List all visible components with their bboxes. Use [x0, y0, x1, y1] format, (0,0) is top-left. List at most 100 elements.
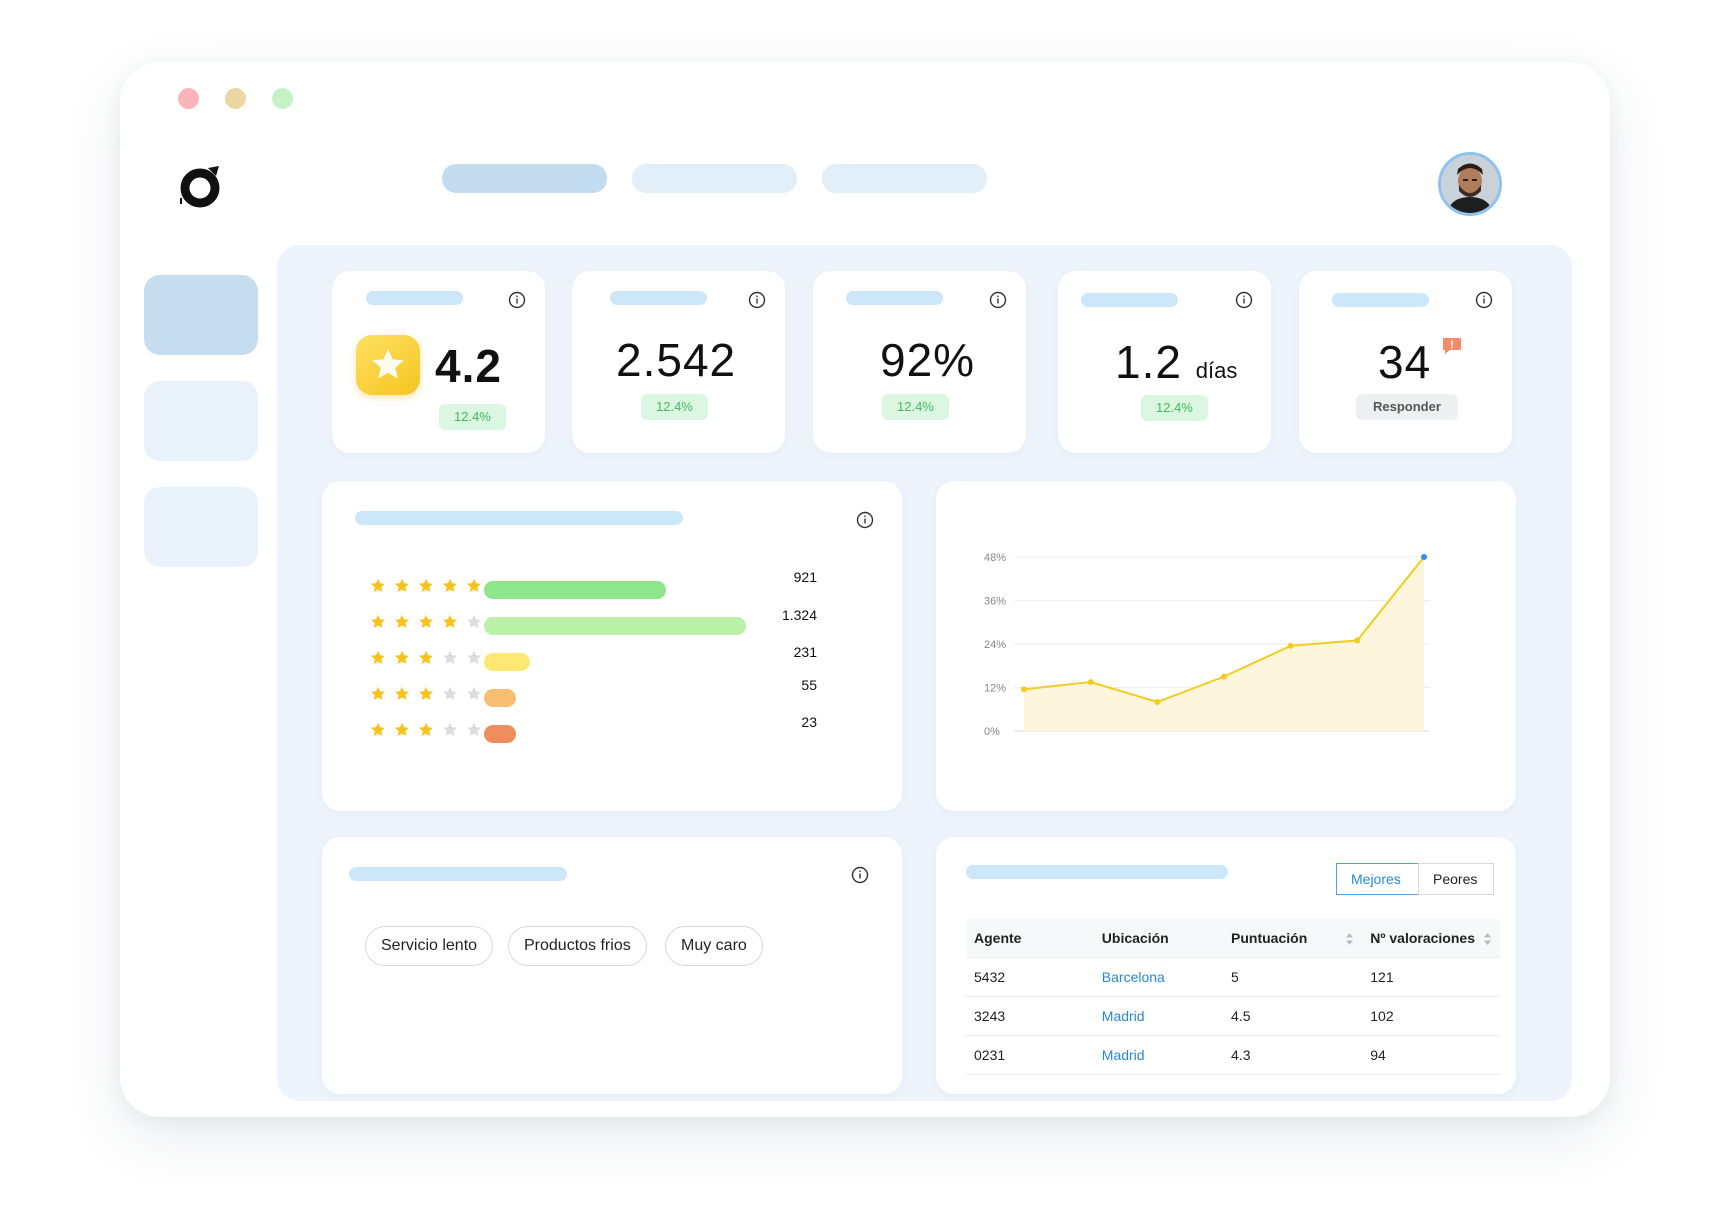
- info-icon[interactable]: [508, 291, 526, 309]
- rating-row: [322, 721, 902, 745]
- star-icon: [467, 722, 481, 736]
- data-point[interactable]: [1421, 554, 1427, 560]
- star-icon: [467, 650, 481, 664]
- sidebar-item-1[interactable]: [144, 275, 258, 355]
- kpi-title-placeholder: [1081, 293, 1178, 307]
- cell-location-link[interactable]: Madrid: [1093, 996, 1224, 1036]
- kpi-value: 34: [1378, 336, 1432, 388]
- kpi-title-placeholder: [1332, 293, 1429, 307]
- sort-icon[interactable]: [1345, 932, 1354, 946]
- cell-score: 4.5: [1223, 996, 1363, 1036]
- rating-bar: [484, 617, 746, 635]
- window-maximize-dot[interactable]: [272, 88, 293, 109]
- data-point[interactable]: [1221, 673, 1227, 680]
- star-icon: [443, 614, 457, 628]
- nav-tab-3[interactable]: [822, 164, 987, 193]
- card-title-placeholder: [355, 511, 683, 525]
- star-icon: [395, 722, 409, 736]
- kpi-card-total: 2.542 12.4%: [572, 271, 785, 453]
- rating-row: [322, 577, 902, 601]
- star-icon: [467, 578, 481, 592]
- y-tick-label: 36%: [984, 596, 1006, 608]
- rating-count: 1.324: [781, 607, 817, 623]
- kpi-change-badge: 12.4%: [439, 404, 506, 430]
- cell-location-link[interactable]: Madrid: [1093, 1035, 1224, 1075]
- sidebar-item-3[interactable]: [144, 487, 258, 567]
- toggle-worst[interactable]: Peores: [1418, 863, 1494, 895]
- info-icon[interactable]: [856, 511, 874, 529]
- table-row: 3243 Madrid 4.5 102: [966, 996, 1500, 1036]
- sidebar-item-2[interactable]: [144, 381, 258, 461]
- cell-agent: 0231: [966, 1035, 1094, 1075]
- cell-reviews: 121: [1362, 957, 1500, 997]
- rating-bar: [484, 725, 516, 743]
- star-icon: [395, 578, 409, 592]
- data-point[interactable]: [1087, 679, 1094, 686]
- info-icon[interactable]: [748, 291, 766, 309]
- app-window: 4.2 12.4% 2.542 12.4% 92% 12.4% 1.2 días…: [120, 62, 1610, 1117]
- trend-chart-card: 48% 36% 24% 12% 0%: [936, 481, 1516, 811]
- data-point[interactable]: [1354, 637, 1361, 644]
- star-icon: [371, 650, 385, 664]
- table-row: 5432 Barcelona 5 121: [966, 957, 1500, 997]
- nav-tab-2[interactable]: [632, 164, 797, 193]
- app-logo-icon[interactable]: [178, 162, 224, 208]
- user-avatar[interactable]: [1438, 152, 1502, 216]
- table-row: 0231 Madrid 4.3 94: [966, 1035, 1500, 1075]
- kpi-change-badge: 12.4%: [1141, 395, 1208, 421]
- info-icon[interactable]: [1475, 291, 1493, 309]
- card-title-placeholder: [349, 867, 567, 881]
- nav-tab-1[interactable]: [442, 164, 607, 193]
- toggle-best[interactable]: Mejores: [1336, 863, 1419, 895]
- rating-count: 55: [801, 677, 817, 693]
- data-point[interactable]: [1154, 699, 1161, 705]
- column-header-reviews-label: Nº valoraciones: [1370, 929, 1475, 946]
- y-tick-label: 48%: [984, 552, 1006, 564]
- star-icon: [371, 722, 385, 736]
- card-title-placeholder: [966, 865, 1228, 879]
- info-icon[interactable]: [989, 291, 1007, 309]
- rating-count: 23: [801, 714, 817, 730]
- star-icon: [395, 614, 409, 628]
- cell-location-link[interactable]: Barcelona: [1093, 957, 1224, 997]
- kpi-number: 1.2: [1115, 336, 1182, 388]
- kpi-card-rating: 4.2 12.4%: [332, 271, 545, 453]
- trend-chart: 48% 36% 24% 12% 0%: [984, 552, 1430, 738]
- star-icon: [419, 614, 433, 628]
- star-icon: [467, 686, 481, 700]
- reply-button[interactable]: Responder: [1356, 394, 1458, 420]
- sort-icon[interactable]: [1483, 932, 1492, 946]
- rating-stars: [370, 685, 482, 708]
- star-icon: [371, 686, 385, 700]
- info-icon[interactable]: [851, 866, 869, 884]
- window-minimize-dot[interactable]: [225, 88, 246, 109]
- ratings-distribution-card: 921 1.324 231 55 23: [322, 481, 902, 811]
- column-header-score[interactable]: Puntuación: [1223, 919, 1363, 958]
- tag-chip[interactable]: Servicio lento: [365, 926, 494, 966]
- kpi-title-placeholder: [610, 291, 707, 305]
- kpi-value: 4.2: [435, 340, 502, 392]
- tag-chip[interactable]: Muy caro: [665, 926, 763, 966]
- star-icon: [419, 722, 433, 736]
- star-icon: [419, 650, 433, 664]
- column-header-score-label: Puntuación: [1231, 929, 1308, 946]
- rating-row: [322, 613, 902, 637]
- tag-chip[interactable]: Productos frios: [508, 926, 647, 966]
- tags-card: Servicio lento Productos frios Muy caro: [322, 837, 902, 1094]
- star-icon: [395, 686, 409, 700]
- column-header-agent: Agente: [966, 919, 1094, 958]
- kpi-change-badge: 12.4%: [641, 394, 708, 420]
- data-point[interactable]: [1287, 642, 1294, 649]
- cell-reviews: 94: [1362, 1035, 1500, 1075]
- star-icon: [395, 650, 409, 664]
- info-icon[interactable]: [1235, 291, 1253, 309]
- window-close-dot[interactable]: [178, 88, 199, 109]
- star-icon: [443, 722, 457, 736]
- rating-stars: [370, 577, 482, 600]
- kpi-title-placeholder: [846, 291, 943, 305]
- data-point[interactable]: [1021, 686, 1027, 693]
- alert-message-icon: [1443, 338, 1461, 354]
- rating-bar: [484, 581, 667, 599]
- kpi-card-percent: 92% 12.4%: [813, 271, 1026, 453]
- column-header-reviews[interactable]: Nº valoraciones: [1362, 919, 1500, 958]
